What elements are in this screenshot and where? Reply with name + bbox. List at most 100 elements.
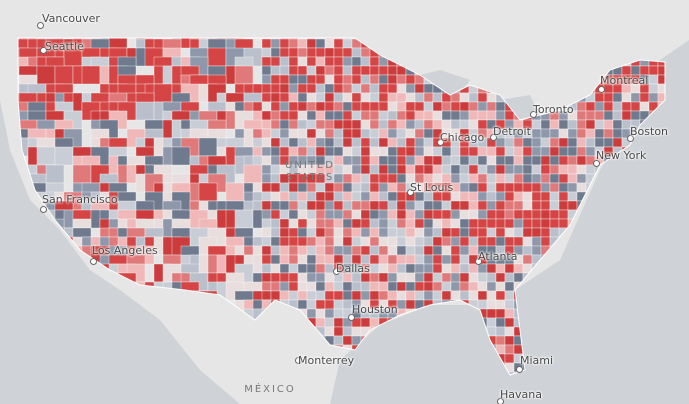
county xyxy=(351,92,362,103)
county xyxy=(441,272,452,283)
county xyxy=(630,236,641,247)
county xyxy=(324,308,335,319)
county xyxy=(90,344,110,364)
county xyxy=(468,245,479,256)
county xyxy=(459,344,470,355)
city-label: Atlanta xyxy=(478,250,518,263)
county xyxy=(531,164,542,175)
county xyxy=(676,48,685,57)
county xyxy=(288,74,299,85)
county xyxy=(369,218,380,229)
county xyxy=(396,173,407,184)
county xyxy=(567,254,578,265)
county xyxy=(540,209,551,220)
county xyxy=(162,362,182,375)
county xyxy=(522,344,533,355)
county xyxy=(567,191,578,202)
county xyxy=(351,128,362,139)
county xyxy=(676,363,685,372)
county xyxy=(594,290,605,301)
county xyxy=(549,308,560,319)
county xyxy=(531,326,542,337)
county xyxy=(468,209,479,220)
county xyxy=(414,335,425,346)
county xyxy=(441,164,452,175)
county xyxy=(612,326,623,337)
county xyxy=(360,362,371,373)
county xyxy=(540,218,551,229)
county xyxy=(540,317,551,328)
county xyxy=(360,173,371,184)
county xyxy=(522,155,533,166)
county xyxy=(585,146,596,157)
county xyxy=(639,335,650,346)
county xyxy=(432,227,443,238)
county xyxy=(405,209,416,220)
county xyxy=(549,182,560,193)
county xyxy=(667,201,676,210)
county xyxy=(468,308,479,319)
county xyxy=(297,92,308,103)
county xyxy=(486,263,497,274)
county xyxy=(171,362,191,375)
county xyxy=(495,218,506,229)
county xyxy=(468,362,479,373)
county xyxy=(576,119,587,130)
county xyxy=(45,335,65,355)
county xyxy=(558,146,569,157)
county xyxy=(360,236,371,247)
county xyxy=(360,155,371,166)
county xyxy=(378,362,389,373)
county xyxy=(369,353,380,364)
county xyxy=(495,137,506,148)
county xyxy=(360,92,371,103)
county xyxy=(315,47,326,58)
county xyxy=(306,47,317,58)
county xyxy=(450,272,461,283)
county xyxy=(657,335,665,346)
county xyxy=(288,281,299,292)
county xyxy=(432,263,443,274)
county xyxy=(432,119,443,130)
county xyxy=(504,155,515,166)
county xyxy=(423,371,434,375)
county xyxy=(414,281,425,292)
county xyxy=(405,245,416,256)
county xyxy=(667,363,676,372)
county xyxy=(621,371,632,375)
county xyxy=(351,101,362,112)
county xyxy=(315,65,326,76)
county xyxy=(432,164,443,175)
county xyxy=(504,290,515,301)
county xyxy=(648,218,659,229)
county xyxy=(603,344,614,355)
county xyxy=(441,281,452,292)
county xyxy=(324,56,335,67)
county xyxy=(540,200,551,211)
county xyxy=(639,362,650,373)
county xyxy=(549,200,560,211)
county xyxy=(72,344,92,364)
county xyxy=(648,272,659,283)
county xyxy=(288,245,299,256)
city-marker xyxy=(530,111,537,118)
county xyxy=(414,326,425,337)
county xyxy=(351,371,362,375)
county xyxy=(306,209,317,220)
county xyxy=(396,254,407,265)
county xyxy=(657,236,665,247)
county xyxy=(450,119,461,130)
county xyxy=(667,282,676,291)
county xyxy=(441,371,452,375)
county xyxy=(522,227,533,238)
county xyxy=(576,236,587,247)
city-marker xyxy=(407,189,414,196)
county xyxy=(279,119,290,130)
county xyxy=(513,137,524,148)
county xyxy=(324,182,335,193)
county xyxy=(315,281,326,292)
county xyxy=(639,308,650,319)
county xyxy=(441,308,452,319)
county xyxy=(72,326,92,346)
county xyxy=(333,209,344,220)
